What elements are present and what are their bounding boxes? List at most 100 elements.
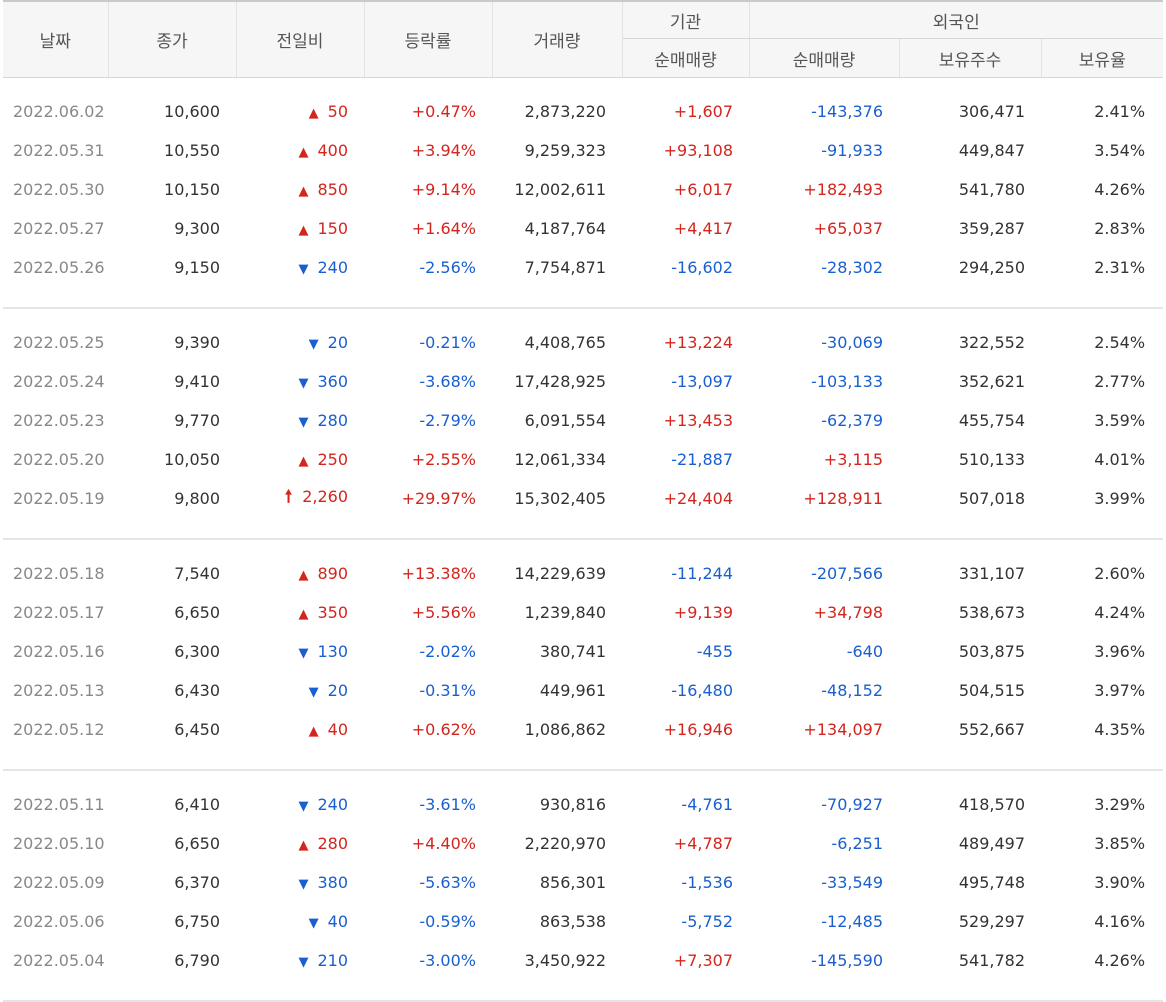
up-triangle-icon: ▲ xyxy=(309,724,319,739)
cell-change: ▼ 210 xyxy=(236,941,364,980)
cell-date: 2022.05.11 xyxy=(3,785,108,824)
cell-foreign-net: +34,798 xyxy=(749,593,899,632)
cell-date: 2022.05.18 xyxy=(3,554,108,593)
cell-date: 2022.05.25 xyxy=(3,323,108,362)
cell-rate: -3.00% xyxy=(364,941,492,980)
cell-inst-net: +16,946 xyxy=(622,710,749,749)
cell-holdings: 541,782 xyxy=(899,941,1041,980)
investor-trading-table: 날짜 종가 전일비 등락률 거래량 기관 외국인 순매매량 순매매량 보유주수 … xyxy=(3,0,1163,1002)
cell-close: 9,800 xyxy=(108,479,236,518)
cell-rate: -3.68% xyxy=(364,362,492,401)
cell-volume: 449,961 xyxy=(492,671,622,710)
cell-holdings: 510,133 xyxy=(899,440,1041,479)
cell-foreign-net: -6,251 xyxy=(749,824,899,863)
cell-close: 6,410 xyxy=(108,785,236,824)
cell-change-value: 210 xyxy=(317,951,348,970)
cell-change-value: 130 xyxy=(317,642,348,661)
cell-rate: -0.31% xyxy=(364,671,492,710)
cell-close: 7,540 xyxy=(108,554,236,593)
cell-change-value: 40 xyxy=(328,720,348,739)
up-triangle-icon: ▲ xyxy=(309,106,319,121)
cell-date: 2022.05.13 xyxy=(3,671,108,710)
cell-inst-net: +4,417 xyxy=(622,209,749,248)
down-triangle-icon: ▼ xyxy=(298,262,308,277)
cell-change-value: 20 xyxy=(328,333,348,352)
cell-foreign-net: +182,493 xyxy=(749,170,899,209)
cell-change: ▲ 50 xyxy=(236,92,364,131)
cell-rate: +1.64% xyxy=(364,209,492,248)
cell-holdings: 507,018 xyxy=(899,479,1041,518)
cell-holdings: 503,875 xyxy=(899,632,1041,671)
cell-volume: 930,816 xyxy=(492,785,622,824)
spacer-row xyxy=(3,540,1163,554)
cell-change-value: 400 xyxy=(317,141,348,160)
cell-inst-net: +1,607 xyxy=(622,92,749,131)
cell-close: 6,650 xyxy=(108,593,236,632)
down-triangle-icon: ▼ xyxy=(309,916,319,931)
cell-volume: 863,538 xyxy=(492,902,622,941)
limit-up-arrow-icon: 🠕 xyxy=(285,484,292,513)
down-triangle-icon: ▼ xyxy=(298,799,308,814)
cell-ratio: 2.31% xyxy=(1041,248,1163,287)
cell-foreign-net: -103,133 xyxy=(749,362,899,401)
cell-change: ▼20 xyxy=(236,671,364,710)
cell-ratio: 4.35% xyxy=(1041,710,1163,749)
cell-rate: -0.21% xyxy=(364,323,492,362)
down-triangle-icon: ▼ xyxy=(298,955,308,970)
cell-holdings: 449,847 xyxy=(899,131,1041,170)
cell-volume: 856,301 xyxy=(492,863,622,902)
down-triangle-icon: ▼ xyxy=(309,337,319,352)
cell-change: ▼240 xyxy=(236,785,364,824)
cell-date: 2022.05.20 xyxy=(3,440,108,479)
cell-volume: 7,754,871 xyxy=(492,248,622,287)
cell-inst-net: -1,536 xyxy=(622,863,749,902)
cell-close: 6,300 xyxy=(108,632,236,671)
cell-change: 🠕 2,260 xyxy=(236,479,364,518)
cell-volume: 17,428,925 xyxy=(492,362,622,401)
cell-date: 2022.05.17 xyxy=(3,593,108,632)
down-triangle-icon: ▼ xyxy=(298,376,308,391)
cell-change-value: 50 xyxy=(328,102,348,121)
cell-inst-net: +13,224 xyxy=(622,323,749,362)
cell-volume: 2,873,220 xyxy=(492,92,622,131)
cell-volume: 6,091,554 xyxy=(492,401,622,440)
cell-change-value: 2,260 xyxy=(302,487,348,506)
cell-volume: 12,061,334 xyxy=(492,440,622,479)
cell-foreign-net: +128,911 xyxy=(749,479,899,518)
down-triangle-icon: ▼ xyxy=(309,685,319,700)
cell-date: 2022.06.02 xyxy=(3,92,108,131)
cell-holdings: 552,667 xyxy=(899,710,1041,749)
cell-change: ▼130 xyxy=(236,632,364,671)
cell-volume: 15,302,405 xyxy=(492,479,622,518)
header-foreign-net: 순매매량 xyxy=(749,39,899,78)
up-triangle-icon: ▲ xyxy=(298,223,308,238)
cell-ratio: 3.54% xyxy=(1041,131,1163,170)
cell-foreign-net: -640 xyxy=(749,632,899,671)
cell-volume: 3,450,922 xyxy=(492,941,622,980)
cell-close: 9,300 xyxy=(108,209,236,248)
header-close: 종가 xyxy=(108,1,236,78)
cell-foreign-net: -48,152 xyxy=(749,671,899,710)
cell-inst-net: +24,404 xyxy=(622,479,749,518)
cell-holdings: 352,621 xyxy=(899,362,1041,401)
cell-change: ▲400 xyxy=(236,131,364,170)
cell-ratio: 4.26% xyxy=(1041,170,1163,209)
up-triangle-icon: ▲ xyxy=(298,607,308,622)
cell-change: ▼280 xyxy=(236,401,364,440)
cell-holdings: 538,673 xyxy=(899,593,1041,632)
cell-ratio: 2.54% xyxy=(1041,323,1163,362)
cell-ratio: 4.01% xyxy=(1041,440,1163,479)
cell-change: ▲250 xyxy=(236,440,364,479)
header-foreign: 외국인 xyxy=(749,1,1163,39)
up-triangle-icon: ▲ xyxy=(298,568,308,583)
cell-foreign-net: -12,485 xyxy=(749,902,899,941)
